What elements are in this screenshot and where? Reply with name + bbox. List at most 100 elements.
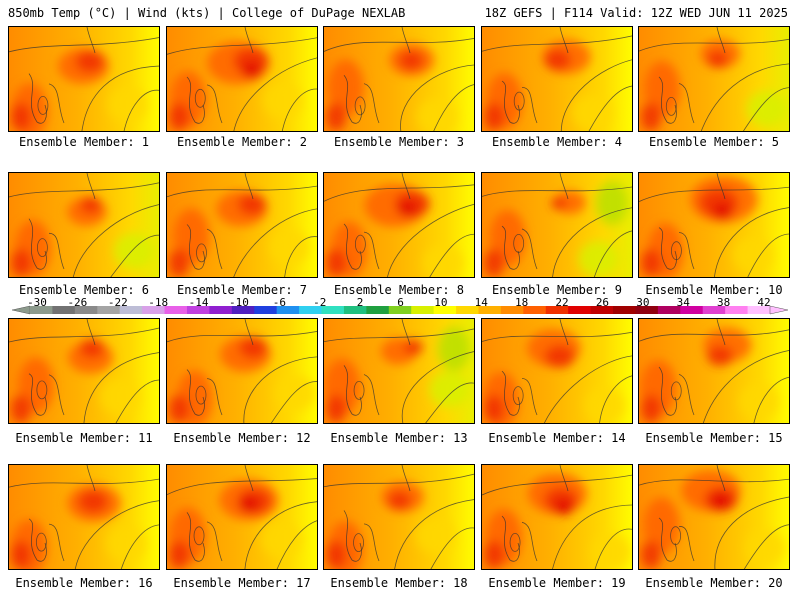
temperature-field <box>324 465 474 569</box>
map-title: 850mb Temp (°C) | Wind (kts) | College o… <box>8 6 406 20</box>
colorbar-tick-label: 18 <box>515 296 529 309</box>
colorbar-swatch <box>164 306 188 314</box>
colorbar-swatch <box>702 306 726 314</box>
temperature-field <box>482 173 632 277</box>
ensemble-member-label: Ensemble Member: 12 <box>173 431 311 445</box>
temperature-field <box>9 173 159 277</box>
colorbar-tick-label: -22 <box>107 296 128 309</box>
ensemble-member-label: Ensemble Member: 16 <box>15 576 153 590</box>
ensemble-member-label: Ensemble Member: 10 <box>645 283 783 297</box>
colorbar-swatch <box>635 306 659 314</box>
temperature-field <box>167 27 317 131</box>
colorbar-swatch <box>568 306 592 314</box>
colorbar-swatch <box>52 306 76 314</box>
colorbar-tick-label: -2 <box>313 296 327 309</box>
colorbar-swatch <box>186 306 210 314</box>
temperature-field <box>482 465 632 569</box>
colorbar-tick-label: -6 <box>272 296 286 309</box>
model-run-valid-time: 18Z GEFS | F114 Valid: 12Z WED JUN 11 20… <box>484 6 788 20</box>
colorbar-swatch <box>411 306 435 314</box>
ensemble-member-map[interactable] <box>166 26 318 132</box>
colorbar-tick-label: 42 <box>757 296 771 309</box>
ensemble-member-label: Ensemble Member: 14 <box>488 431 626 445</box>
ensemble-member-map[interactable] <box>481 464 633 570</box>
colorbar-swatch <box>142 306 166 314</box>
colorbar-tick-label: 10 <box>434 296 448 309</box>
ensemble-member-map[interactable] <box>638 464 790 570</box>
ensemble-member-map[interactable] <box>323 464 475 570</box>
colorbar-swatch <box>545 306 569 314</box>
ensemble-member-map[interactable] <box>323 172 475 278</box>
colorbar-swatch <box>276 306 300 314</box>
colorbar-swatch <box>231 306 255 314</box>
ensemble-member-label: Ensemble Member: 5 <box>648 135 780 149</box>
colorbar-swatch <box>209 306 233 314</box>
ensemble-member-map[interactable] <box>323 26 475 132</box>
ensemble-member-map[interactable] <box>481 318 633 424</box>
temperature-field <box>639 465 789 569</box>
ensemble-member-map[interactable] <box>8 464 160 570</box>
colorbar-swatch <box>321 306 345 314</box>
ensemble-member-label: Ensemble Member: 20 <box>645 576 783 590</box>
ensemble-member-label: Ensemble Member: 3 <box>333 135 465 149</box>
temperature-field <box>9 27 159 131</box>
ensemble-member-label: Ensemble Member: 2 <box>176 135 308 149</box>
ensemble-member-map[interactable] <box>8 172 160 278</box>
ensemble-member-label: Ensemble Member: 1 <box>18 135 150 149</box>
colorbar-swatch <box>388 306 412 314</box>
colorbar-tick-label: 26 <box>595 296 610 309</box>
colorbar-swatch <box>680 306 704 314</box>
temperature-field <box>167 319 317 423</box>
ensemble-member-label: Ensemble Member: 7 <box>176 283 308 297</box>
ensemble-member-map[interactable] <box>8 318 160 424</box>
ensemble-member-label: Ensemble Member: 15 <box>645 431 783 445</box>
temperature-field <box>167 465 317 569</box>
ensemble-member-map[interactable] <box>166 464 318 570</box>
colorbar-swatch <box>523 306 547 314</box>
ensemble-member-label: Ensemble Member: 11 <box>15 431 153 445</box>
colorbar-swatch <box>366 306 390 314</box>
colorbar-tick-label: 2 <box>356 296 364 309</box>
colorbar-swatch <box>747 306 771 314</box>
colorbar-swatch <box>433 306 457 314</box>
ensemble-member-label: Ensemble Member: 18 <box>330 576 468 590</box>
colorbar-swatch <box>343 306 367 314</box>
temperature-field <box>324 173 474 277</box>
colorbar-swatch <box>725 306 749 314</box>
colorbar-swatch <box>657 306 681 314</box>
colorbar-swatch <box>119 306 143 314</box>
colorbar-tick-label: -14 <box>188 296 209 309</box>
colorbar-swatch <box>456 306 479 314</box>
ensemble-member-map[interactable] <box>166 172 318 278</box>
temperature-color-bar <box>11 305 789 315</box>
colorbar-swatch <box>613 306 636 314</box>
ensemble-member-label: Ensemble Member: 13 <box>330 431 468 445</box>
colorbar-swatch <box>590 306 614 314</box>
ensemble-member-map[interactable] <box>481 172 633 278</box>
ensemble-member-label: Ensemble Member: 17 <box>173 576 311 590</box>
colorbar-swatch <box>254 306 278 314</box>
temperature-field <box>9 319 159 423</box>
ensemble-member-map[interactable] <box>166 318 318 424</box>
temperature-field <box>639 27 789 131</box>
ensemble-member-map[interactable] <box>638 26 790 132</box>
colorbar-swatch <box>478 306 502 314</box>
ensemble-member-label: Ensemble Member: 9 <box>491 283 623 297</box>
temperature-field <box>482 319 632 423</box>
ensemble-member-map[interactable] <box>481 26 633 132</box>
colorbar-swatch <box>500 306 524 314</box>
colorbar-tick-label: -26 <box>67 296 88 309</box>
ensemble-member-map[interactable] <box>8 26 160 132</box>
temperature-field <box>167 173 317 277</box>
colorbar-tick-label: 14 <box>474 296 488 309</box>
ensemble-member-label: Ensemble Member: 8 <box>333 283 465 297</box>
temperature-field <box>639 173 789 277</box>
colorbar-tick-label: 38 <box>716 296 731 309</box>
ensemble-member-map[interactable] <box>323 318 475 424</box>
temperature-field <box>9 465 159 569</box>
ensemble-member-map[interactable] <box>638 318 790 424</box>
ensemble-member-map[interactable] <box>638 172 790 278</box>
ensemble-member-label: Ensemble Member: 4 <box>491 135 623 149</box>
colorbar-tick-label: 6 <box>397 296 404 309</box>
colorbar-swatch <box>74 306 98 314</box>
